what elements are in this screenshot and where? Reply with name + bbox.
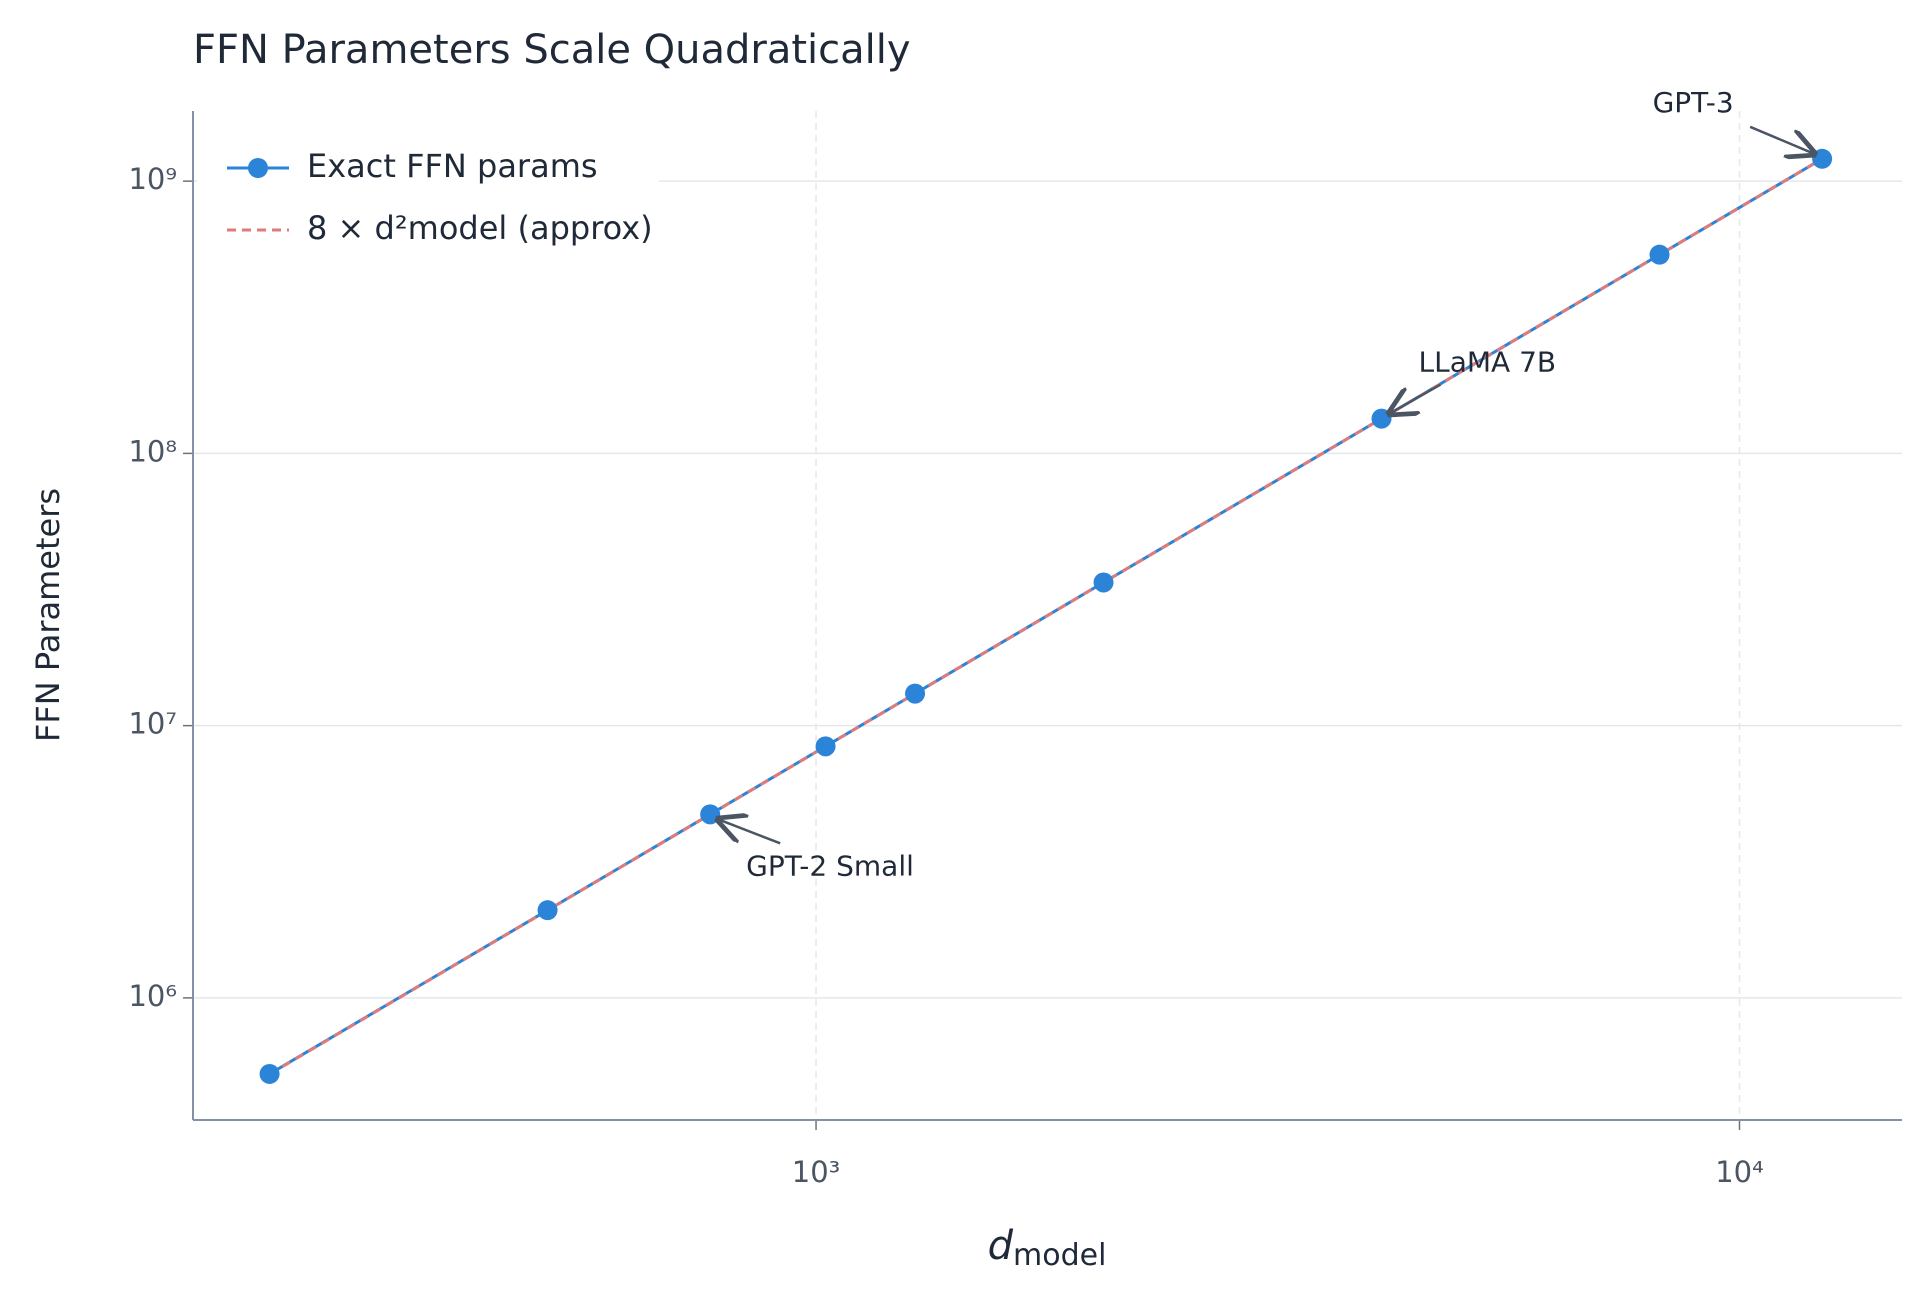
annotation: GPT-2 Small — [746, 849, 914, 882]
x-axis-label-base: d — [988, 1223, 1014, 1269]
data-point — [700, 804, 721, 825]
legend-label: Exact FFN params — [307, 147, 598, 185]
data-point — [537, 900, 558, 921]
data-point — [1371, 408, 1392, 429]
x-tick-label: 10⁴ — [1715, 1155, 1764, 1189]
data-point — [1093, 572, 1114, 593]
data-point — [815, 736, 836, 757]
data-point — [905, 683, 926, 704]
legend-label: 8 × d²model (approx) — [307, 209, 653, 247]
data-point — [1812, 148, 1833, 169]
annotation: LLaMA 7B — [1419, 346, 1557, 379]
x-axis-label: dmodel — [988, 1223, 1107, 1273]
y-tick-label: 10⁹ — [128, 162, 177, 196]
annotation-arrow — [718, 819, 781, 845]
annotation: GPT-3 — [1653, 86, 1734, 119]
data-point — [259, 1063, 280, 1084]
y-tick-label: 10⁸ — [128, 434, 177, 468]
data-point — [1649, 244, 1670, 265]
legend-marker — [248, 158, 268, 178]
series-line — [268, 157, 1823, 1076]
y-tick-label: 10⁶ — [128, 979, 177, 1013]
legend-box — [197, 131, 659, 261]
annotation-arrow — [1390, 383, 1442, 414]
x-axis-label-sub: model — [1013, 1238, 1106, 1273]
chart-title: FFN Parameters Scale Quadratically — [193, 27, 911, 73]
x-tick-label: 10³ — [792, 1155, 841, 1189]
annotation-arrow — [1749, 125, 1814, 154]
y-tick-label: 10⁷ — [128, 707, 177, 741]
y-axis-label: FFN Parameters — [29, 488, 67, 742]
